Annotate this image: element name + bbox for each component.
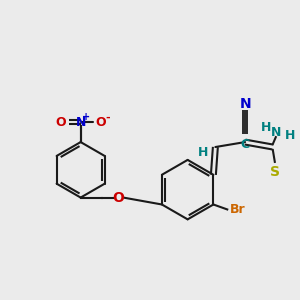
- Text: -: -: [105, 112, 110, 122]
- Text: O: O: [112, 190, 124, 205]
- Text: N: N: [76, 116, 86, 129]
- Text: C: C: [241, 138, 250, 151]
- Text: H: H: [198, 146, 209, 160]
- Text: O: O: [95, 116, 106, 129]
- Text: N: N: [271, 126, 281, 139]
- Text: N: N: [239, 98, 251, 111]
- Text: H: H: [261, 121, 271, 134]
- Text: Br: Br: [230, 203, 246, 216]
- Text: O: O: [56, 116, 66, 129]
- Text: H: H: [284, 129, 295, 142]
- Text: +: +: [82, 112, 90, 122]
- Text: S: S: [270, 165, 280, 179]
